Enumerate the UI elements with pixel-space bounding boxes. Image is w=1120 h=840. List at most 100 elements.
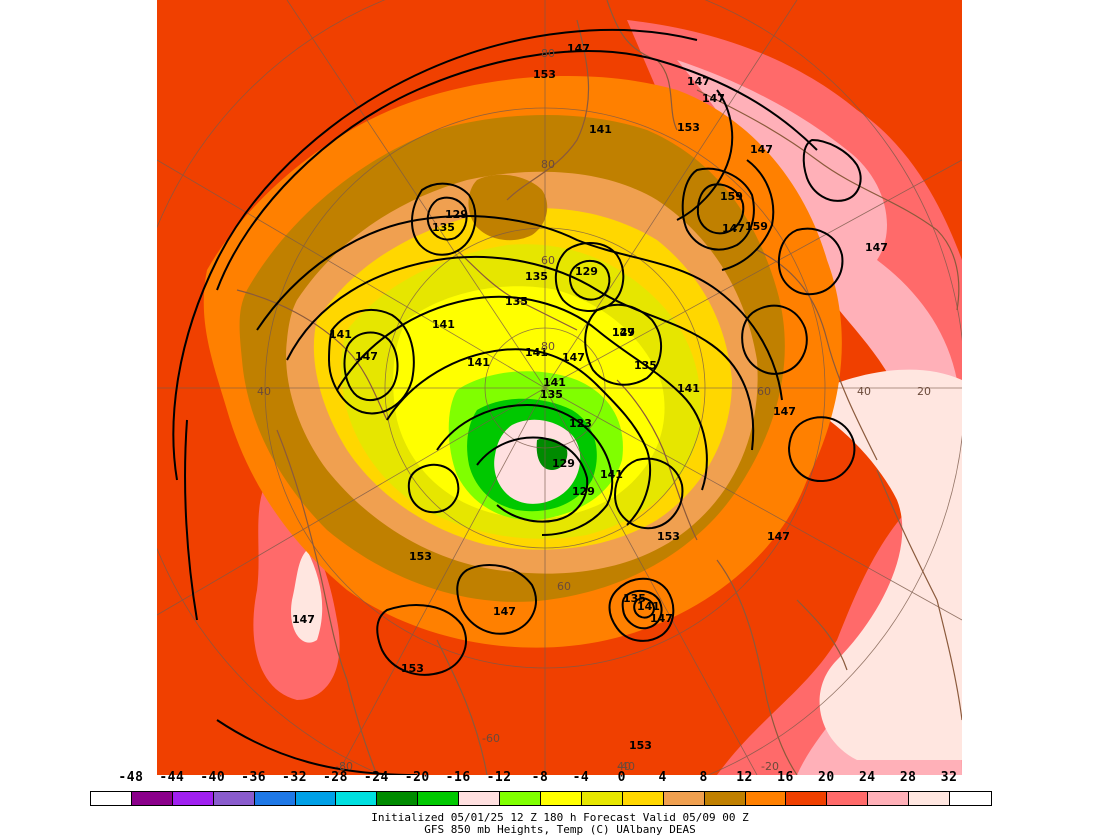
- colorbar-swatch: [377, 792, 419, 805]
- longitude-label: -40: [617, 760, 635, 773]
- contour-label: 153: [677, 121, 700, 134]
- colorbar-tick-label: 0: [617, 770, 626, 785]
- contour-label: 141: [637, 600, 660, 613]
- colorbar-tick-label: 24: [858, 770, 876, 785]
- colorbar-tick-label: 4: [658, 770, 667, 785]
- colorbar-tick-label: -12: [486, 770, 512, 785]
- colorbar-tick-label: -28: [322, 770, 348, 785]
- contour-label: 147: [750, 143, 773, 156]
- longitude-label: -20: [761, 760, 779, 773]
- temperature-colorbar: -48 -44 -40 -36 -32 -28 -24 -20 -16 -12 -8 -4 0 4 8 12 1…: [90, 770, 992, 808]
- colorbar-swatch: [459, 792, 501, 805]
- longitude-label: -80: [335, 760, 353, 773]
- contour-label: 123: [569, 417, 592, 430]
- contour-label: 147: [767, 530, 790, 543]
- contour-label: 159: [745, 220, 768, 233]
- colorbar-swatch: [745, 792, 787, 805]
- contour-label: 141: [589, 123, 612, 136]
- contour-label: 153: [657, 530, 680, 543]
- colorbar-tick-label: 8: [699, 770, 708, 785]
- contour-label: 147: [865, 241, 888, 254]
- contour-label: 135: [634, 359, 657, 372]
- colorbar-tick-label: -16: [445, 770, 471, 785]
- latitude-label: 40: [617, 760, 631, 773]
- contour-label: 147: [722, 222, 745, 235]
- contour-label: 147: [612, 326, 635, 339]
- colorbar-tick-label: 32: [940, 770, 958, 785]
- latitude-label: 80: [541, 340, 555, 353]
- contour-label: 153: [401, 662, 424, 675]
- latitude-label: 40: [857, 385, 871, 398]
- contour-label: 141: [543, 376, 566, 389]
- latitude-label: 20: [917, 385, 931, 398]
- colorbar-tick-label: -48: [118, 770, 144, 785]
- colorbar-swatch: [950, 792, 991, 805]
- height-contours: [172, 29, 862, 775]
- contour-label: 153: [629, 739, 652, 752]
- latitude-label: 60: [757, 385, 771, 398]
- contour-label: 147: [687, 75, 710, 88]
- latitude-label: 60: [557, 580, 571, 593]
- contour-label: 141: [467, 356, 490, 369]
- colorbar-tick-label: 12: [736, 770, 753, 785]
- contour-label: 135: [540, 388, 563, 401]
- caption: Initialized 05/01/25 12 Z 180 h Forecast…: [0, 812, 1120, 836]
- contour-label: 147: [355, 350, 378, 363]
- polar-stereographic-map: 147 153 147 147 153 147 141 129 135 159 …: [157, 0, 962, 775]
- contour-label: 129: [552, 457, 575, 470]
- colorbar-swatch: [336, 792, 378, 805]
- colorbar-swatch: [909, 792, 951, 805]
- colorbar-swatch: [827, 792, 869, 805]
- colorbar-swatch: [131, 792, 173, 805]
- contour-label: 141: [329, 328, 352, 341]
- colorbar-swatch: [663, 792, 705, 805]
- colorbar-swatch: [500, 792, 541, 805]
- contour-label: 147: [562, 351, 585, 364]
- contour-label: 135: [525, 270, 548, 283]
- colorbar-swatch: [418, 792, 460, 805]
- colorbar-swatch: [172, 792, 214, 805]
- colorbar-tick-label: 20: [818, 770, 835, 785]
- contour-label: 141: [600, 468, 623, 481]
- contour-label: 135: [623, 592, 646, 605]
- contour-label: 147: [493, 605, 516, 618]
- colorbar-swatch: [786, 792, 828, 805]
- contour-label: 135: [432, 221, 455, 234]
- colorbar-tick-label: 28: [899, 770, 917, 785]
- colorbar-tick-label: -4: [572, 770, 590, 785]
- contour-label: 129: [575, 265, 598, 278]
- contour-label: 147: [773, 405, 796, 418]
- contour-label-group: 147 153 147 147 153 147 141 129 135 159 …: [292, 42, 888, 752]
- temperature-fill: [157, 0, 962, 775]
- coastlines: [236, 0, 962, 775]
- contour-label: 147: [567, 42, 590, 55]
- colorbar-swatch: [295, 792, 337, 805]
- colorbar-swatch: [868, 792, 910, 805]
- contour-label: 147: [650, 612, 673, 625]
- colorbar-tick-label: -8: [531, 770, 549, 785]
- colorbar-tick-label: -44: [159, 770, 185, 785]
- contour-label: 153: [533, 68, 556, 81]
- grid-label-group: 80 80 80 60 60 60 40 40 40 20 -60 -80 -4…: [257, 47, 931, 773]
- caption-line-product: GFS 850 mb Heights, Temp (C) UAlbany DEA…: [424, 823, 696, 836]
- colorbar-swatch: [581, 792, 623, 805]
- latitude-label: 40: [257, 385, 271, 398]
- colorbar-swatch: [540, 792, 582, 805]
- colorbar-tick-label: 16: [777, 770, 794, 785]
- longitude-label: -60: [482, 732, 500, 745]
- colorbar-tick-label: -32: [282, 770, 308, 785]
- contour-label: 129: [572, 485, 595, 498]
- contour-label: 141: [677, 382, 700, 395]
- colorbar-tick-label: -24: [363, 770, 389, 785]
- contour-label: 153: [409, 550, 432, 563]
- contour-label: 159: [720, 190, 743, 203]
- latitude-label: 80: [541, 158, 555, 171]
- colorbar-swatch: [622, 792, 664, 805]
- contour-label: 129: [612, 326, 635, 339]
- colorbar-swatch: [254, 792, 296, 805]
- latitude-label: 60: [541, 254, 555, 267]
- colorbar-swatch: [704, 792, 746, 805]
- colorbar-tick-label: -20: [404, 770, 430, 785]
- contour-label: 147: [702, 92, 725, 105]
- colorbar-tick-label: -40: [200, 770, 226, 785]
